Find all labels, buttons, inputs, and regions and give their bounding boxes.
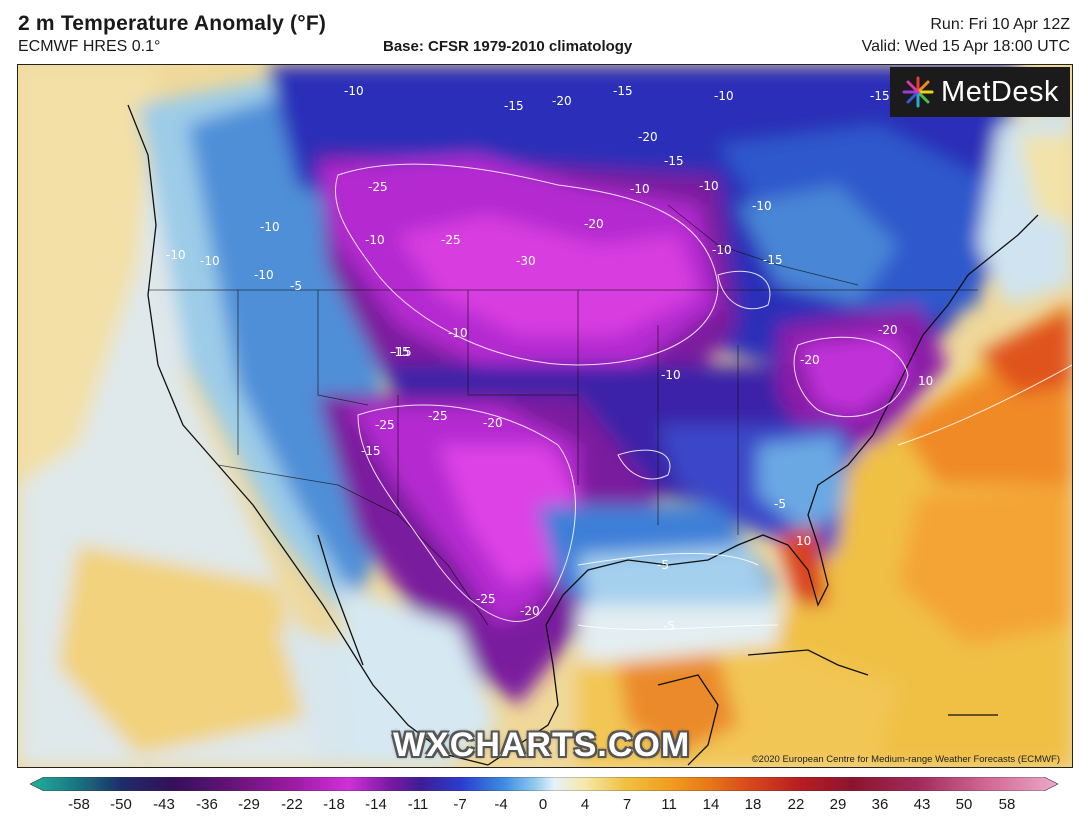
coastlines xyxy=(127,104,1039,766)
colorbar-tick: -22 xyxy=(281,796,303,813)
contour-label: 10 xyxy=(918,374,933,388)
contour-label: -15 xyxy=(664,154,684,168)
contour-label: -10 xyxy=(712,243,732,257)
contour-label: -15 xyxy=(763,253,783,267)
metdesk-logo-text: MetDesk xyxy=(941,75,1059,108)
colorbar-tick: -11 xyxy=(407,796,429,813)
contour-label: -15 xyxy=(361,444,381,458)
colorbar-tick: -43 xyxy=(153,796,175,813)
colorbar-tick-labels: -58 -50 -43 -36 -29 -22 -18 -14 -11 -7 -… xyxy=(0,796,1088,818)
contour-label: -25 xyxy=(375,418,395,432)
colorbar-tick: 18 xyxy=(744,796,762,813)
colorbar-tick: 22 xyxy=(787,796,805,813)
contour-label: -20 xyxy=(638,130,658,144)
metdesk-starburst-icon xyxy=(902,76,934,108)
borders xyxy=(148,204,978,626)
contour-label: -20 xyxy=(520,604,540,618)
contour-label: -5 xyxy=(663,619,675,633)
contour-label: -20 xyxy=(483,416,503,430)
colorbar-tick: -18 xyxy=(323,796,345,813)
contour-label: 10 xyxy=(796,534,811,548)
colorbar-tick: 36 xyxy=(871,796,889,813)
colorbar-tick: 43 xyxy=(913,796,931,813)
copyright-notice: ©2020 European Centre for Medium-range W… xyxy=(751,754,1060,765)
colorbar-tick: 14 xyxy=(702,796,720,813)
contour-label: -5 xyxy=(290,279,302,293)
colorbar-tick: 0 xyxy=(538,796,548,813)
colorbar-tick: 4 xyxy=(580,796,590,813)
chart-title: 2 m Temperature Anomaly (°F) xyxy=(18,12,327,35)
colorbar-tick: -4 xyxy=(494,796,508,813)
colorbar-tick: -58 xyxy=(68,796,90,813)
contour-label: -20 xyxy=(800,353,820,367)
contour-label: -25 xyxy=(441,233,461,247)
contour-label: -10 xyxy=(661,368,681,382)
colorbar-tick: 7 xyxy=(622,796,632,813)
colorbar-tick: -14 xyxy=(365,796,387,813)
contour-label: -20 xyxy=(584,217,604,231)
wxcharts-watermark: WXCHARTS.COM xyxy=(393,726,691,764)
valid-time-label: Valid: Wed 15 Apr 18:00 UTC xyxy=(861,38,1070,55)
contour-label: -10 xyxy=(254,268,274,282)
contour-label: -5 xyxy=(774,497,786,511)
anomaly-contours xyxy=(334,163,1072,630)
contour-label: -15 xyxy=(392,345,412,359)
colorbar-tick: 11 xyxy=(661,796,677,813)
colorbar-tick: 50 xyxy=(955,796,973,813)
contour-label: -15 xyxy=(613,84,633,98)
contour-label: -10 xyxy=(200,254,220,268)
chart-header: 2 m Temperature Anomaly (°F) ECMWF HRES … xyxy=(18,8,1070,64)
contour-label: -10 xyxy=(714,89,734,103)
contour-label: -15 xyxy=(390,345,410,359)
anomaly-shading xyxy=(18,65,1072,767)
map-canvas: -10 -15 -20 -15 -10 -15 -20 -15 -10 -25 … xyxy=(18,65,1072,767)
contour-label: -10 xyxy=(365,233,385,247)
contour-label: -10 xyxy=(166,248,186,262)
model-label: ECMWF HRES 0.1° xyxy=(18,38,161,55)
contour-label: -10 xyxy=(344,84,364,98)
colorbar-tick: -36 xyxy=(196,796,218,813)
colorbar-tick: -7 xyxy=(453,796,467,813)
contour-label: -10 xyxy=(699,179,719,193)
colorbar-tick: 29 xyxy=(829,796,847,813)
contour-label: -10 xyxy=(752,199,772,213)
colorbar-tick: -50 xyxy=(110,796,132,813)
contour-labels: -10 -15 -20 -15 -10 -15 -20 -15 -10 -25 … xyxy=(166,84,933,633)
contour-label: -20 xyxy=(552,94,572,108)
contour-label: -25 xyxy=(368,180,388,194)
colorbar-tick: 58 xyxy=(998,796,1016,813)
contour-label: -15 xyxy=(504,99,524,113)
colorbar xyxy=(30,777,1058,791)
contour-label: -10 xyxy=(448,326,468,340)
run-time-label: Run: Fri 10 Apr 12Z xyxy=(930,16,1070,33)
contour-label: -25 xyxy=(476,592,496,606)
anomaly-map: -10 -15 -20 -15 -10 -15 -20 -15 -10 -25 … xyxy=(17,64,1073,768)
climatology-base-label: Base: CFSR 1979-2010 climatology xyxy=(383,38,633,55)
contour-label: -10 xyxy=(260,220,280,234)
colorbar-tick: -29 xyxy=(238,796,260,813)
metdesk-logo: MetDesk xyxy=(890,67,1070,117)
contour-label: -5 xyxy=(657,558,669,572)
contour-label: -10 xyxy=(630,182,650,196)
contour-label: -15 xyxy=(870,89,890,103)
contour-label: -25 xyxy=(428,409,448,423)
contour-label: -30 xyxy=(516,254,536,268)
contour-label: -20 xyxy=(878,323,898,337)
